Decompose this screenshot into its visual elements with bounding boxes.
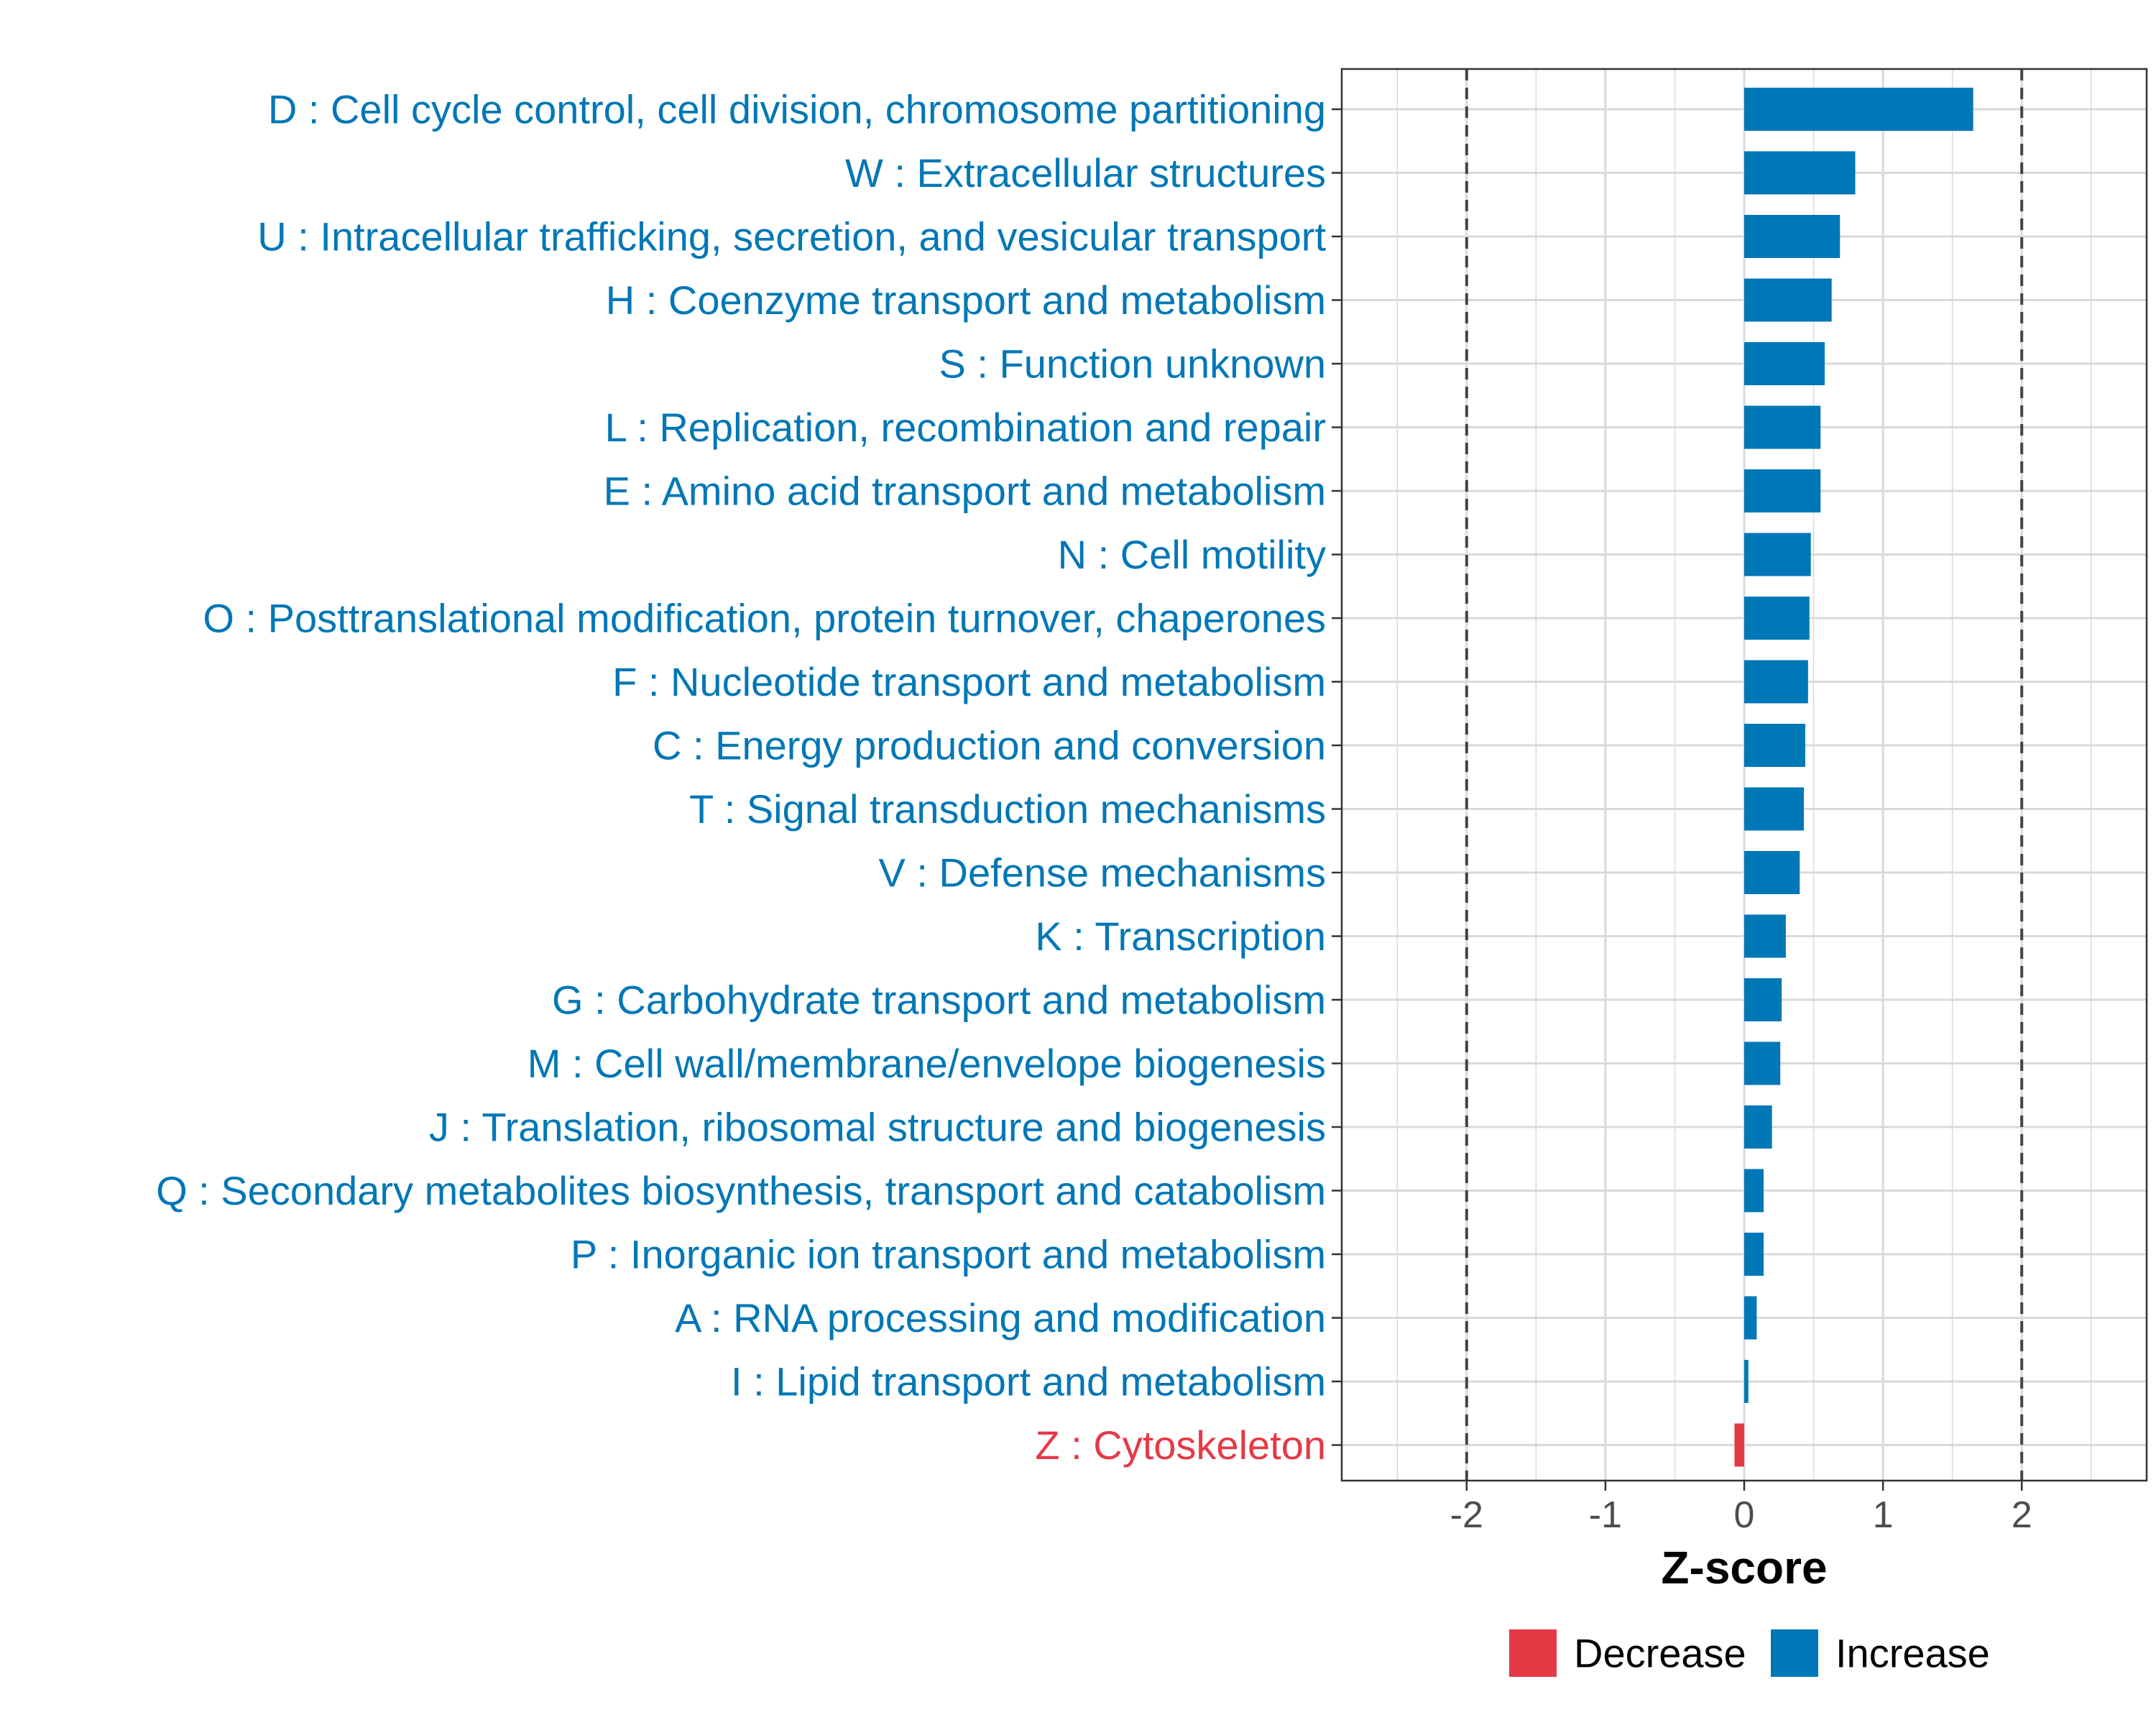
bar (1744, 914, 1786, 958)
category-label: S : Function unknown (939, 341, 1326, 387)
legend-swatch-decrease (1509, 1629, 1557, 1677)
bar (1744, 278, 1832, 322)
category-label: U : Intracellular trafficking, secretion… (257, 214, 1326, 259)
legend: Decrease Increase (1509, 1629, 1990, 1677)
bar (1744, 597, 1810, 640)
bar (1744, 1233, 1764, 1276)
bar (1744, 978, 1782, 1021)
bar (1744, 405, 1821, 449)
x-tick-label: 1 (1873, 1494, 1894, 1536)
bar (1744, 1169, 1764, 1213)
category-label: V : Defense mechanisms (879, 850, 1326, 896)
legend-swatch-increase (1771, 1629, 1818, 1677)
category-label: H : Coenzyme transport and metabolism (606, 277, 1326, 323)
bar (1744, 151, 1856, 195)
category-label: T : Signal transduction mechanisms (689, 786, 1326, 832)
legend-label-increase: Increase (1835, 1631, 1990, 1676)
bar (1744, 342, 1825, 385)
bar (1744, 724, 1805, 767)
category-label: D : Cell cycle control, cell division, c… (268, 87, 1326, 132)
category-label: W : Extracellular structures (845, 150, 1326, 196)
bar (1744, 787, 1805, 831)
category-label: G : Carbohydrate transport and metabolis… (552, 978, 1326, 1023)
bars (1734, 88, 1973, 1467)
bar (1744, 1041, 1781, 1085)
bar (1744, 88, 1973, 131)
bar (1734, 1423, 1744, 1467)
bar (1744, 469, 1821, 512)
category-label: J : Translation, ribosomal structure and… (429, 1105, 1326, 1150)
x-tick-labels: -2 -1 0 1 2 (1450, 1494, 2032, 1536)
bar (1744, 1296, 1757, 1340)
x-tick-label: 0 (1734, 1494, 1755, 1536)
category-label: O : Posttranslational modification, prot… (203, 596, 1326, 641)
category-labels: D : Cell cycle control, cell division, c… (156, 87, 1326, 1468)
x-tick-label: 2 (2012, 1494, 2032, 1536)
bar (1744, 215, 1841, 258)
category-label: Q : Secondary metabolites biosynthesis, … (156, 1168, 1326, 1213)
y-axis-ticks (1332, 108, 1342, 1446)
category-label: N : Cell motility (1058, 532, 1326, 577)
x-axis-title: Z-score (1661, 1542, 1827, 1593)
category-label: L : Replication, recombination and repai… (605, 405, 1326, 450)
category-label: F : Nucleotide transport and metabolism (612, 659, 1326, 704)
x-axis-ticks (1465, 1481, 2023, 1491)
bar (1744, 533, 1811, 576)
category-label: K : Transcription (1035, 914, 1326, 959)
category-label: I : Lipid transport and metabolism (731, 1359, 1326, 1404)
bar (1744, 1360, 1749, 1403)
category-label: C : Energy production and conversion (653, 723, 1326, 768)
x-tick-label: -2 (1450, 1494, 1483, 1536)
category-label: A : RNA processing and modification (675, 1295, 1326, 1340)
category-label: E : Amino acid transport and metabolism (604, 469, 1326, 514)
category-label: Z : Cytoskeleton (1035, 1422, 1326, 1468)
x-tick-label: -1 (1589, 1494, 1622, 1536)
legend-label-decrease: Decrease (1574, 1631, 1746, 1676)
category-label: M : Cell wall/membrane/envelope biogenes… (528, 1041, 1326, 1086)
bar (1744, 1105, 1772, 1149)
reference-lines (1465, 69, 2024, 1481)
bar (1744, 660, 1808, 704)
category-label: P : Inorganic ion transport and metaboli… (571, 1232, 1326, 1277)
bar (1744, 851, 1800, 894)
